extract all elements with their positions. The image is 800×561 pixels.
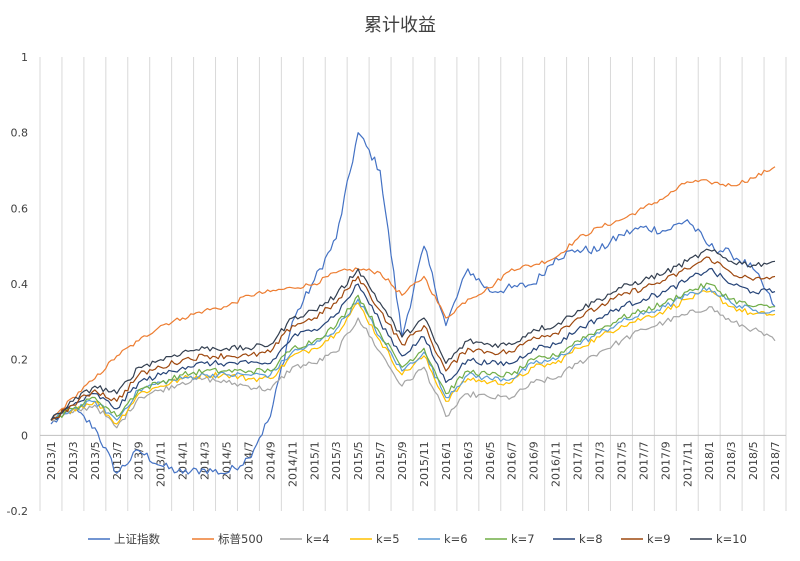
x-tick-label: 2017/9 bbox=[659, 441, 672, 480]
x-tick-label: 2015/11 bbox=[418, 441, 431, 487]
x-tick-label: 2016/7 bbox=[506, 441, 519, 480]
x-tick-label: 2013/11 bbox=[155, 441, 168, 487]
x-tick-label: 2017/3 bbox=[594, 441, 607, 480]
x-tick-label: 2015/3 bbox=[330, 441, 343, 480]
y-tick-label: 0.2 bbox=[11, 354, 29, 367]
x-tick-label: 2015/7 bbox=[374, 441, 387, 480]
legend-label: 上证指数 bbox=[114, 532, 160, 546]
chart-title: 累计收益 bbox=[364, 15, 436, 36]
legend-label: k=10 bbox=[716, 532, 747, 546]
x-tick-label: 2014/11 bbox=[286, 441, 299, 487]
series-line-3 bbox=[50, 290, 776, 425]
x-tick-label: 2016/1 bbox=[440, 441, 453, 480]
x-tick-label: 2015/5 bbox=[352, 441, 365, 480]
x-axis: 2013/1 2013/3 2013/5 2013/7 2013/9 2013/11 201… bbox=[45, 441, 782, 487]
legend-label: k=8 bbox=[579, 532, 603, 546]
x-tick-label: 2018/1 bbox=[703, 441, 716, 480]
x-tick-label: 2014/9 bbox=[264, 441, 277, 480]
legend-label: k=6 bbox=[444, 532, 468, 546]
legend-label: k=5 bbox=[376, 532, 400, 546]
legend-label: 标普500 bbox=[218, 532, 263, 546]
y-tick-label: 0.4 bbox=[11, 278, 29, 291]
x-tick-label: 2013/5 bbox=[89, 441, 102, 480]
y-tick-label: -0.2 bbox=[7, 505, 28, 518]
series-line-2 bbox=[50, 306, 776, 429]
series-line-8 bbox=[50, 248, 776, 421]
x-tick-label: 2016/5 bbox=[484, 441, 497, 480]
legend: 上证指数 标普500 k=4 k=5 k=6 k=7 k=8 k=9 k=10 bbox=[88, 532, 747, 546]
y-tick-label: 1 bbox=[21, 51, 28, 64]
x-tick-label: 2017/7 bbox=[637, 441, 650, 480]
y-tick-label: 0 bbox=[21, 429, 28, 442]
series-line-7 bbox=[50, 256, 776, 421]
x-tick-label: 2018/3 bbox=[725, 441, 738, 480]
legend-label: k=9 bbox=[647, 532, 671, 546]
y-axis: -0.2 0 0.2 0.4 0.6 0.8 1 bbox=[7, 51, 28, 518]
series-line-0 bbox=[50, 132, 776, 475]
x-tick-label: 2013/7 bbox=[111, 441, 124, 480]
x-tick-label: 2017/1 bbox=[572, 441, 585, 480]
x-tick-label: 2016/9 bbox=[528, 441, 541, 480]
x-tick-label: 2017/5 bbox=[615, 441, 628, 480]
x-tick-label: 2013/3 bbox=[67, 441, 80, 480]
legend-label: k=4 bbox=[306, 532, 330, 546]
x-tick-label: 2013/9 bbox=[133, 441, 146, 480]
x-tick-label: 2014/7 bbox=[242, 441, 255, 480]
x-tick-label: 2015/1 bbox=[308, 441, 321, 480]
x-tick-label: 2017/11 bbox=[681, 441, 694, 487]
x-tick-label: 2018/5 bbox=[747, 441, 760, 480]
x-tick-label: 2018/7 bbox=[769, 441, 782, 480]
x-tick-label: 2016/11 bbox=[550, 441, 563, 487]
series-lines bbox=[50, 132, 776, 475]
series-line-5 bbox=[50, 282, 776, 421]
series-line-6 bbox=[50, 267, 776, 421]
series-line-1 bbox=[50, 166, 776, 421]
x-tick-label: 2015/9 bbox=[396, 441, 409, 480]
legend-label: k=7 bbox=[511, 532, 535, 546]
x-tick-label: 2014/5 bbox=[221, 441, 234, 480]
y-tick-label: 0.6 bbox=[11, 202, 29, 215]
x-tick-label: 2016/3 bbox=[462, 441, 475, 480]
x-tick-label: 2014/3 bbox=[199, 441, 212, 480]
y-tick-label: 0.8 bbox=[11, 127, 29, 140]
x-tick-label: 2013/1 bbox=[45, 441, 58, 480]
